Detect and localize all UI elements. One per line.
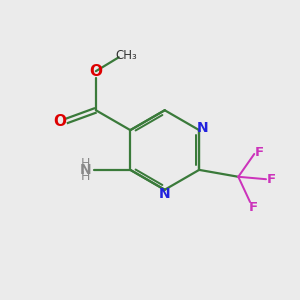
Text: F: F xyxy=(254,146,263,159)
Text: F: F xyxy=(248,201,258,214)
Text: O: O xyxy=(89,64,102,79)
Text: N: N xyxy=(197,121,209,135)
Text: N: N xyxy=(159,187,170,201)
Text: H: H xyxy=(81,170,90,183)
Text: O: O xyxy=(53,114,66,129)
Text: F: F xyxy=(267,173,276,186)
Text: N: N xyxy=(80,163,91,177)
Text: CH₃: CH₃ xyxy=(115,49,137,62)
Text: H: H xyxy=(81,157,90,170)
